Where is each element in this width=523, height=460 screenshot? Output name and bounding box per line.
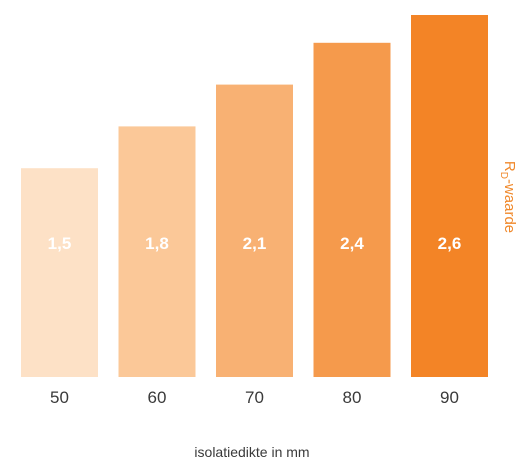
y-axis-title-rest: -waarde [501, 179, 518, 233]
y-axis-title-main: R [501, 161, 518, 172]
value-label-90: 2,6 [438, 234, 462, 253]
category-labels-group: 50 60 70 80 90 [50, 388, 459, 407]
value-label-80: 2,4 [340, 234, 364, 253]
bar-90 [411, 15, 488, 377]
category-label-90: 90 [440, 388, 459, 407]
y-axis-title-subscript: D [498, 172, 509, 179]
category-label-80: 80 [343, 388, 362, 407]
value-labels-group: 1,5 1,8 2,1 2,4 2,6 [48, 234, 462, 253]
category-label-70: 70 [245, 388, 264, 407]
category-label-60: 60 [148, 388, 167, 407]
bar-50 [21, 168, 98, 377]
bar-80 [313, 42, 391, 378]
y-axis-title: RD-waarde [498, 161, 518, 233]
category-label-50: 50 [50, 388, 69, 407]
value-label-50: 1,5 [48, 234, 72, 253]
value-label-70: 2,1 [243, 234, 267, 253]
value-label-60: 1,8 [145, 234, 169, 253]
bar-60 [118, 126, 196, 378]
x-axis-title: isolatiedikte in mm [194, 444, 309, 460]
bars-group [21, 15, 488, 378]
bar-70 [216, 84, 293, 377]
